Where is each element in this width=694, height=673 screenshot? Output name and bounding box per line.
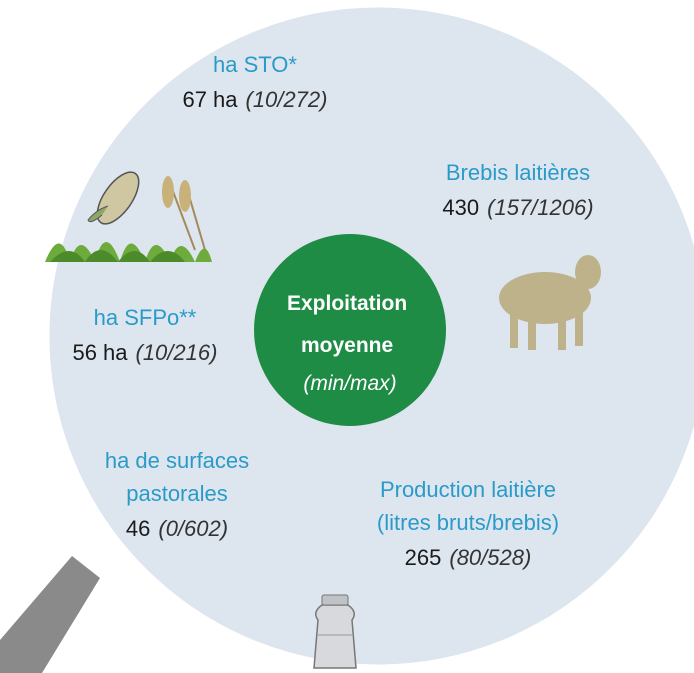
center-note: (min/max) <box>303 372 396 395</box>
item-range: (10/272) <box>246 87 328 112</box>
item-label: ha SFPo** <box>94 305 197 330</box>
item-label: Brebis laitières <box>446 160 590 185</box>
item-label: ha STO* <box>213 52 297 77</box>
item-unit: ha <box>103 340 128 365</box>
info-item: ha de surfaces pastorales 46 (0/602) <box>105 448 249 541</box>
item-value-line: 265 (80/528) <box>405 545 532 570</box>
center-circle <box>254 234 446 426</box>
item-range: (80/528) <box>449 545 531 570</box>
item-range: (0/602) <box>158 516 228 541</box>
item-label: ha de surfaces <box>105 448 249 473</box>
item-label: Production laitière <box>380 477 556 502</box>
item-value: 265 <box>405 545 442 570</box>
center-text: Exploitation moyenne (min/max) <box>287 292 413 395</box>
infographic: Exploitation moyenne (min/max) ha STO*67… <box>0 0 694 673</box>
center-line: Exploitation <box>287 292 407 315</box>
center-line: moyenne <box>301 334 393 357</box>
speech-pointer <box>0 556 100 673</box>
page: {"center": {"lines": ["Exploitation", "m… <box>0 0 694 673</box>
item-value: 46 <box>126 516 150 541</box>
item-range: (10/216) <box>136 340 218 365</box>
item-value: 56 <box>73 340 97 365</box>
item-value-line: 430 (157/1206) <box>442 195 593 220</box>
milk-can-icon <box>314 595 356 668</box>
item-value: 67 <box>183 87 207 112</box>
item-value: 430 <box>442 195 479 220</box>
item-unit: ha <box>213 87 238 112</box>
item-value-line: 46 (0/602) <box>126 516 228 541</box>
item-label: (litres bruts/brebis) <box>377 510 559 535</box>
item-range: (157/1206) <box>487 195 593 220</box>
item-label: pastorales <box>126 481 228 506</box>
